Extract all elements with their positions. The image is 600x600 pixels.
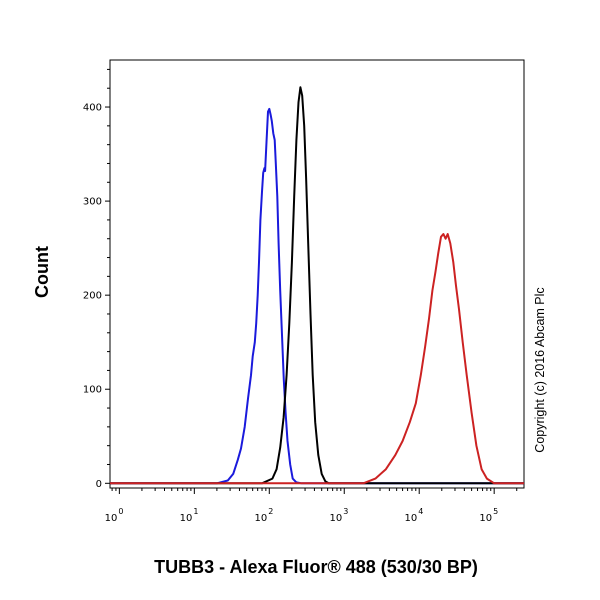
y-tick-label: 200 — [83, 291, 102, 302]
x-tick-label-base: 10 — [255, 513, 268, 524]
x-tick-label-base: 10 — [404, 513, 417, 524]
x-tick-label-base: 10 — [330, 513, 343, 524]
y-axis: 0 100 200 300 400 — [83, 68, 110, 490]
series-line — [110, 86, 524, 485]
x-tick-label-exponent: 2 — [268, 507, 273, 516]
x-tick-label-base: 10 — [105, 513, 118, 524]
x-axis-title: TUBB3 - Alexa Fluor® 488 (530/30 BP) — [154, 557, 478, 577]
y-axis-title: Count — [32, 246, 52, 298]
x-tick-label-base: 10 — [180, 513, 193, 524]
x-tick-label-exponent: 5 — [493, 507, 498, 516]
series-layer — [110, 86, 524, 485]
copyright-annotation: Copyright (c) 2016 Abcam Plc — [533, 287, 547, 452]
x-tick-label-base: 10 — [479, 513, 492, 524]
y-tick-label: 300 — [83, 197, 102, 208]
series-line — [110, 107, 524, 485]
x-tick-label-exponent: 1 — [193, 507, 198, 516]
x-tick-label-exponent: 3 — [343, 507, 348, 516]
series-line — [110, 233, 524, 485]
x-tick-label-exponent: 4 — [418, 507, 423, 516]
y-tick-label: 100 — [83, 385, 102, 396]
y-tick-label: 400 — [83, 103, 102, 114]
plot-frame — [109, 59, 525, 489]
x-tick-label-exponent: 0 — [118, 507, 123, 516]
y-tick-label: 0 — [96, 479, 102, 490]
